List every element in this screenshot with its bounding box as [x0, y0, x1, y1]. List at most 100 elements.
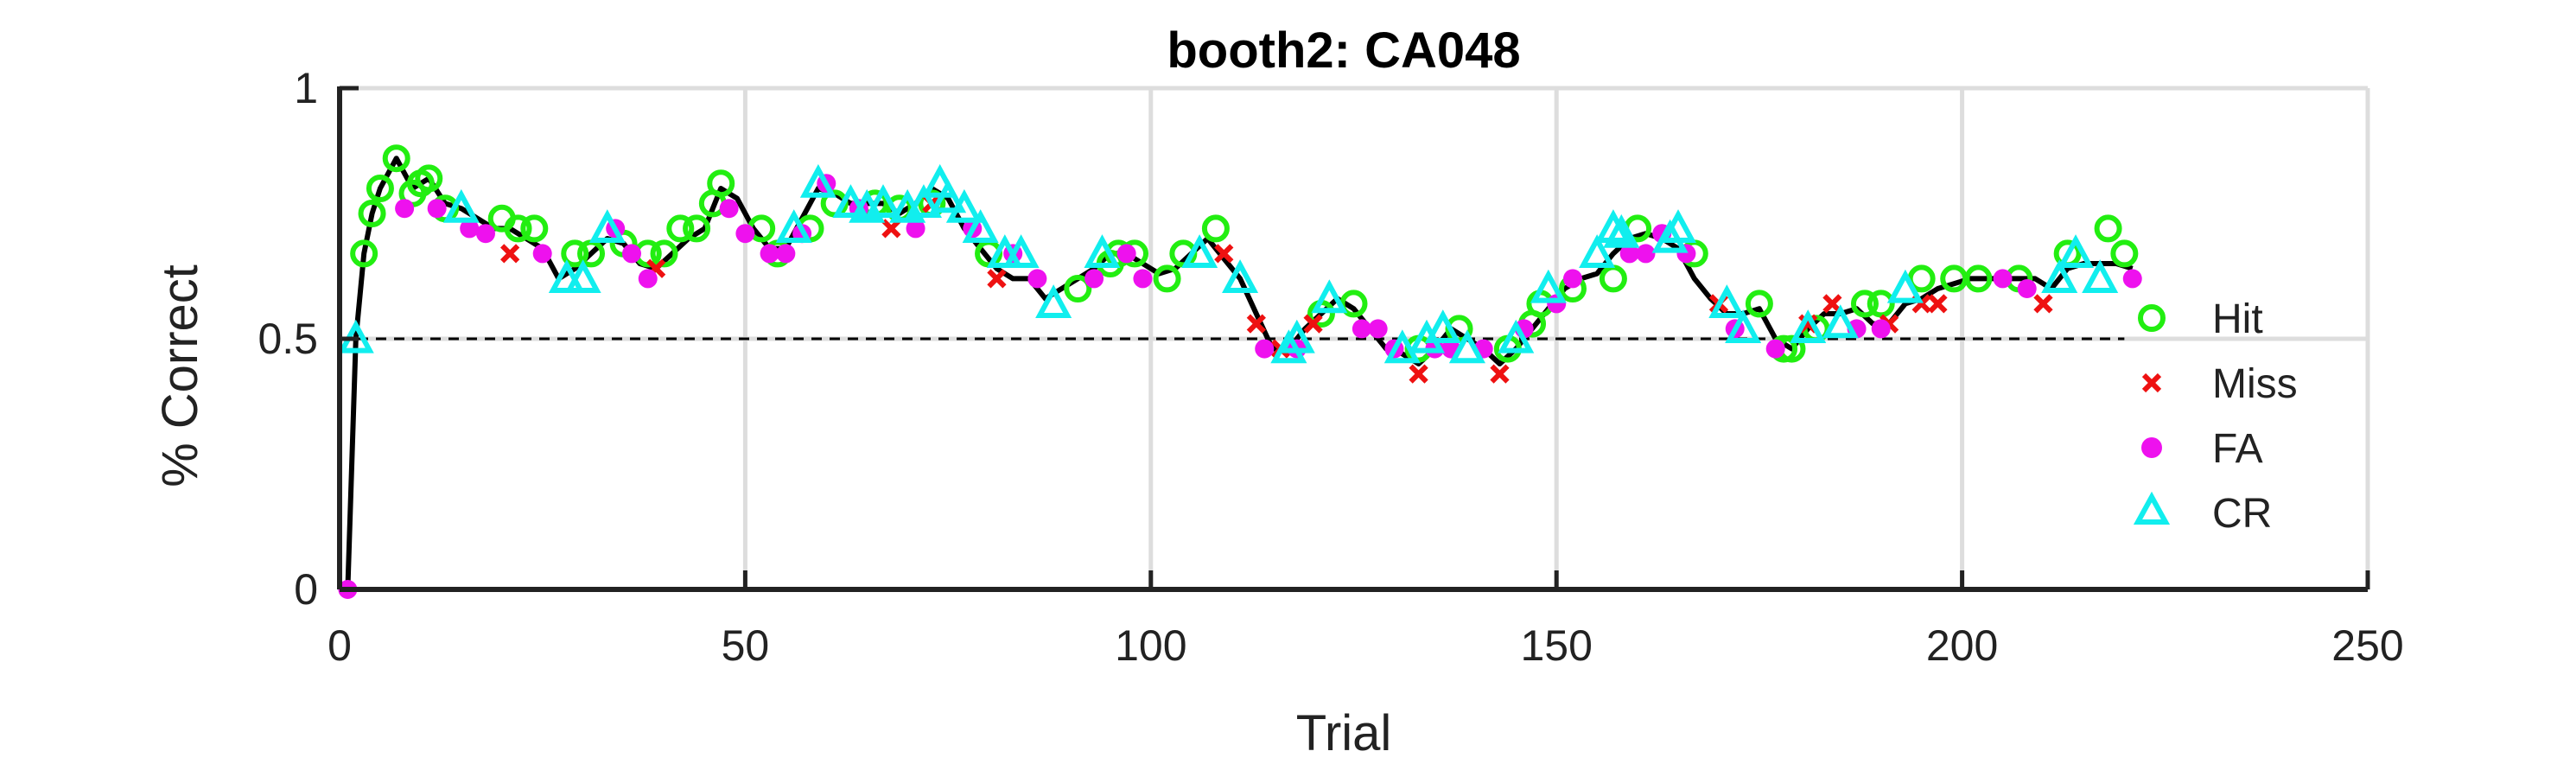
cr-marker: [1659, 209, 1697, 243]
cr-marker: [1822, 304, 1859, 339]
cr-marker: [1603, 213, 1640, 248]
cr-marker: [442, 188, 480, 223]
x-stroke: [1490, 364, 1510, 384]
fa-marker: [735, 224, 755, 244]
hit-marker: [1745, 290, 1773, 318]
miss-marker: [1214, 244, 1234, 264]
x-stroke: [2141, 372, 2162, 393]
grid: [340, 86, 2370, 589]
legend-fa-marker: [2141, 437, 2162, 458]
x-stroke: [1409, 364, 1428, 384]
fa-marker: [1116, 244, 1136, 264]
fa-marker: [2122, 269, 2142, 289]
fa-marker: [1084, 269, 1104, 289]
cr-marker: [930, 179, 967, 213]
cr-marker: [1530, 269, 1567, 303]
fa-marker: [395, 199, 415, 219]
hit-marker: [415, 164, 443, 193]
fa-marker: [638, 269, 658, 289]
x-stroke: [1928, 294, 1948, 314]
hit-marker: [520, 214, 549, 243]
miss-marker: [987, 269, 1007, 289]
cr-marker: [1181, 234, 1218, 268]
hit-marker: [382, 144, 410, 173]
fa-marker: [1255, 339, 1275, 359]
hit-marker: [1964, 264, 1993, 293]
miss-marker: [1928, 294, 1948, 314]
cr-marker: [1424, 309, 1461, 343]
cr-marker: [1408, 319, 1446, 353]
x-tick-label: 100: [1115, 621, 1186, 670]
cr-marker: [1594, 209, 1631, 243]
miss-marker: [1490, 364, 1510, 384]
legend-miss-label: Miss: [2212, 361, 2298, 407]
trial-markers-layer: [337, 144, 2142, 599]
legend: Hit Miss FA CR: [2133, 296, 2298, 537]
fa-marker: [1027, 269, 1047, 289]
fa-marker: [1562, 269, 1582, 289]
y-tick-label: 0.5: [258, 315, 318, 363]
hit-marker: [1153, 264, 1181, 293]
cr-marker: [1498, 319, 1535, 353]
tick-labels: 0 50 100 150 200 250 0 0.5 1: [258, 64, 2403, 670]
hit-marker: [561, 239, 589, 268]
miss-marker: [1246, 314, 1266, 334]
x-stroke: [1911, 294, 1931, 314]
hit-marker: [650, 239, 678, 268]
x-stroke: [1214, 244, 1234, 264]
hit-marker: [504, 214, 532, 243]
x-tick-label: 200: [1926, 621, 1998, 670]
cr-marker: [2041, 259, 2078, 293]
y-tick-label: 0: [294, 565, 318, 614]
x-tick-label: 50: [722, 621, 770, 670]
cr-marker: [1448, 329, 1485, 364]
cr-marker: [1725, 309, 1762, 343]
legend-miss-marker: [2141, 372, 2162, 393]
miss-marker: [1303, 314, 1323, 334]
cr-marker: [1579, 234, 1616, 268]
cr-marker: [1311, 279, 1348, 314]
chart-title: booth2: CA048: [1167, 22, 1520, 79]
hit-marker: [2110, 239, 2139, 268]
x-tick-label: 150: [1520, 621, 1592, 670]
hit-marker: [1867, 290, 1895, 318]
fa-marker: [1368, 319, 1388, 339]
cr-marker: [2082, 259, 2119, 293]
legend-cr-label: CR: [2212, 491, 2272, 537]
miss-marker: [881, 219, 901, 239]
cr-marker: [832, 184, 869, 218]
miss-marker: [500, 244, 520, 264]
cr-marker: [1708, 284, 1746, 318]
x-stroke: [500, 244, 520, 264]
fa-marker: [460, 219, 480, 239]
cr-marker: [945, 188, 983, 223]
cr-marker: [799, 163, 836, 198]
hit-marker: [366, 175, 394, 202]
hit-marker: [1201, 214, 1230, 243]
y-axis-label: % Correct: [152, 264, 208, 487]
fa-marker: [776, 244, 796, 264]
x-stroke: [1246, 314, 1266, 334]
fa-marker: [475, 224, 495, 244]
miss-marker: [1822, 294, 1842, 314]
x-stroke: [1822, 294, 1842, 314]
legend-entry-cr: CR: [2133, 491, 2272, 537]
fa-marker: [1352, 319, 1371, 339]
miss-marker: [2033, 294, 2053, 314]
x-stroke: [1303, 314, 1323, 334]
y-tick-label: 1: [294, 64, 318, 112]
cr-marker: [864, 184, 902, 218]
hit-marker: [358, 200, 386, 227]
legend-entry-fa: FA: [2141, 426, 2263, 472]
x-tick-label: 250: [2331, 621, 2403, 670]
cr-marker: [1002, 234, 1040, 268]
fa-marker: [906, 219, 925, 239]
fa-marker: [1619, 244, 1639, 264]
fa-marker: [760, 244, 779, 264]
hit-marker: [666, 214, 695, 243]
x-axis-label: Trial: [1296, 705, 1392, 761]
hit-marker: [2094, 214, 2122, 243]
miss-marker: [1409, 364, 1428, 384]
cr-marker: [588, 209, 626, 243]
